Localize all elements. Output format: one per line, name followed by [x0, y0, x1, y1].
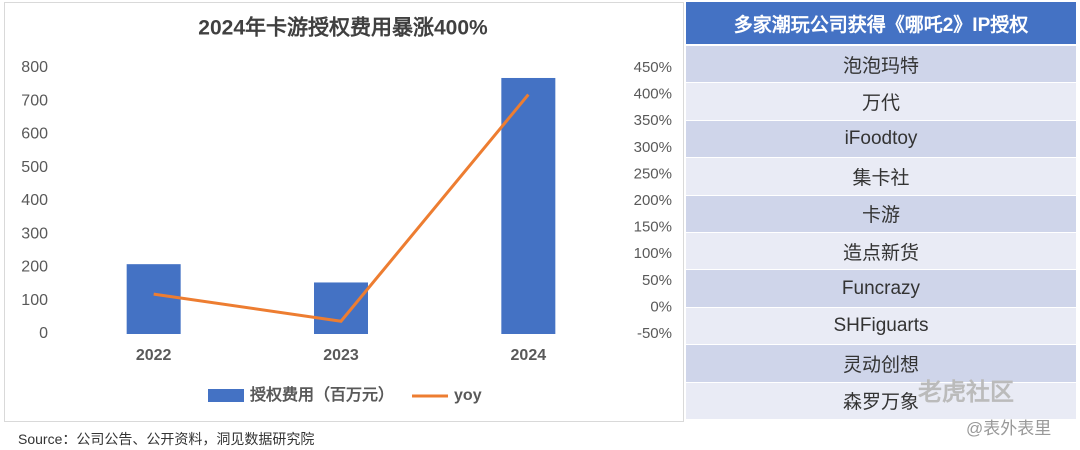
y-tick-label: 300 — [21, 225, 48, 242]
x-tick-label: 2022 — [136, 347, 172, 364]
line — [153, 93, 530, 323]
y2-tick-label: 400% — [634, 86, 672, 103]
table-row: 卡游 — [686, 195, 1076, 234]
table-row: iFoodtoy — [686, 120, 1076, 159]
legend-label: yoy — [454, 387, 482, 404]
watermark: 老虎社区 — [918, 379, 1014, 406]
chart-panel — [4, 2, 684, 422]
y2-tick-label: 200% — [634, 192, 672, 209]
table-row: 森罗万象 — [686, 382, 1076, 421]
chart-title: 2024年卡游授权费用暴涨400% — [198, 16, 488, 40]
source: Source：公司公告、公开资料，洞见数据研究院 — [18, 431, 315, 447]
x-tick-label: 2024 — [511, 347, 547, 364]
y-tick-label: 600 — [21, 126, 48, 143]
y2-tick-label: 300% — [634, 139, 672, 156]
y-tick-label: 500 — [21, 159, 48, 176]
y2-tick-label: 350% — [634, 112, 672, 129]
table-row: SHFiguarts — [686, 307, 1076, 346]
chart: 2024年卡游授权费用暴涨400% 0 100 200 300 400 500 600 700… — [21, 16, 672, 405]
y-tick-label: 400 — [21, 192, 48, 209]
table-title: 多家潮玩公司获得《哪吒2》IP授权 — [686, 2, 1076, 44]
y2-tick-label: 450% — [634, 59, 672, 76]
y-tick-label: 0 — [39, 325, 48, 342]
table: 多家潮玩公司获得《哪吒2》IP授权 泡泡玛特 万代 iFoodtoy 集卡社 卡游 造点新… — [686, 2, 1076, 421]
bar — [314, 282, 368, 334]
y-tick-label: 100 — [21, 292, 48, 309]
y2-tick-label: 100% — [634, 245, 672, 262]
table-row: 泡泡玛特 — [686, 46, 1076, 84]
legend-label: 授权费用（百万元） — [250, 385, 394, 404]
watermark: @表外表里 — [966, 419, 1052, 438]
y2-tick-label: 0% — [650, 298, 672, 315]
y2-tick-label: 150% — [634, 219, 672, 236]
y2-tick-label: 250% — [634, 165, 672, 182]
y-tick-label: 700 — [21, 92, 48, 109]
x-tick-label: 2023 — [323, 347, 359, 364]
table-row: 造点新货 — [686, 233, 1076, 271]
y2-tick-label: 50% — [642, 272, 672, 289]
table-row: 集卡社 — [686, 158, 1076, 196]
table-row: 灵动创想 — [686, 345, 1076, 383]
legend-swatch — [208, 389, 244, 402]
table-row: Funcrazy — [686, 270, 1076, 308]
bar — [126, 264, 181, 334]
y-tick-label: 800 — [21, 59, 48, 76]
table-row: 万代 — [686, 83, 1076, 121]
y2-tick-label: -50% — [637, 325, 672, 342]
y-tick-label: 200 — [21, 259, 48, 276]
bar — [501, 77, 556, 334]
